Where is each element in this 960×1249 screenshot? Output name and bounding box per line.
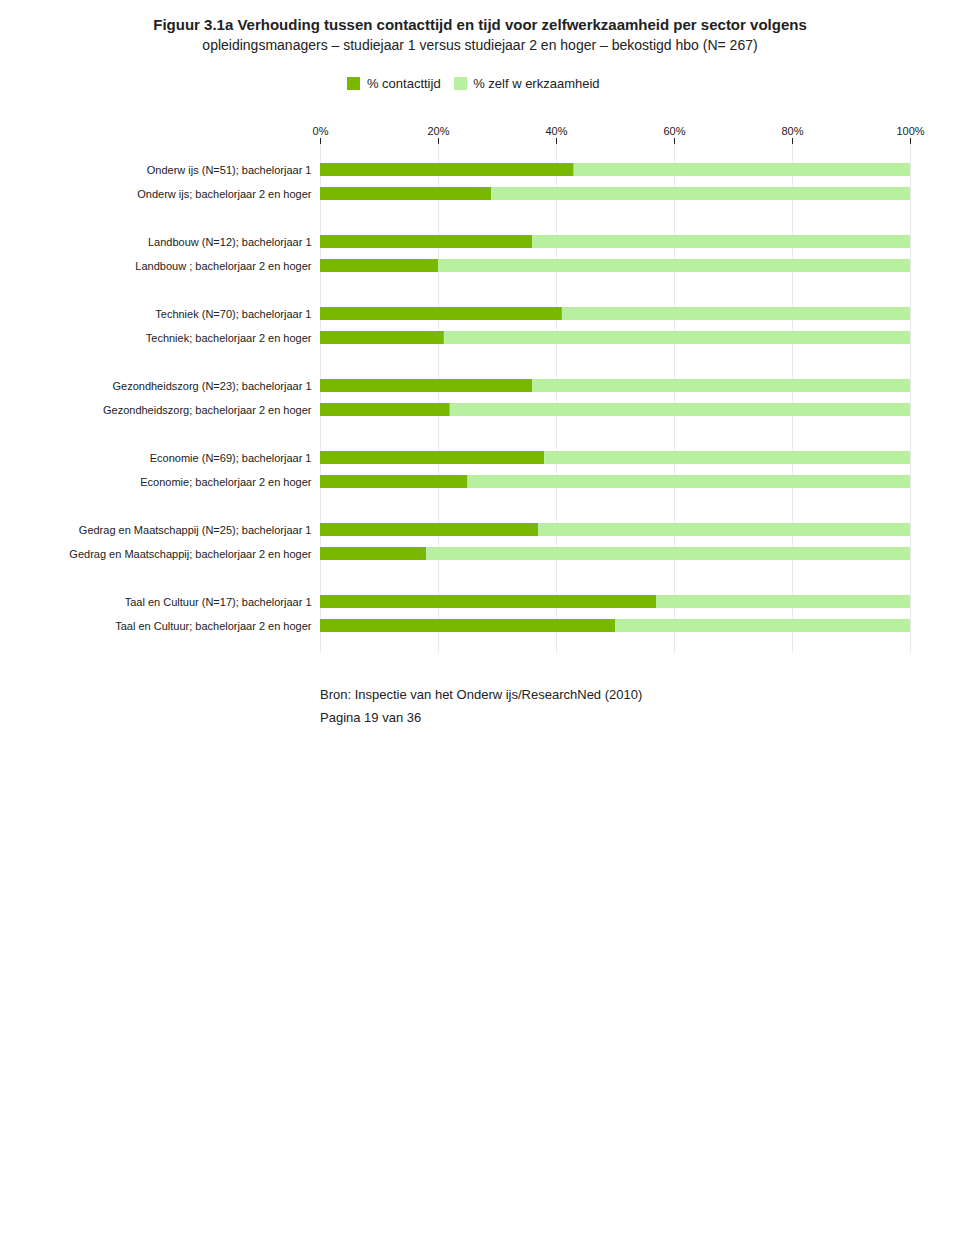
html-text:opleidingsmanagers – studiejaa: opleidingsmanagers – studiejaar 1 versus… (202, 37, 758, 53)
svg-text:Techniek (N=70); bachelorjaar: Techniek (N=70); bachelorjaar 1 (155, 307, 311, 319)
html-text:Figuur 3.1a Verhouding tussen: Figuur 3.1a Verhouding tussen contacttij… (153, 16, 807, 33)
svg-text:Economie (N=69); bachelorjaar: Economie (N=69); bachelorjaar 1 (150, 451, 312, 463)
svg-text:Gedrag en Maatschappij; bachel: Gedrag en Maatschappij; bachelorjaar 2 e… (69, 547, 311, 559)
svg-text:100%: 100% (896, 124, 924, 136)
svg-text:Techniek; bachelorjaar 2 en ho: Techniek; bachelorjaar 2 en hoger (146, 331, 312, 343)
svg-text:Gezondheidszorg (N=23); bachel: Gezondheidszorg (N=23); bachelorjaar 1 (112, 379, 311, 391)
svg-text:20%: 20% (427, 124, 449, 136)
svg-text:Landbouw ; bachelorjaar 2 en h: Landbouw ; bachelorjaar 2 en hoger (135, 259, 311, 271)
svg-text:80%: 80% (781, 124, 803, 136)
svg-text:Taal en Cultuur; bachelorjaar: Taal en Cultuur; bachelorjaar 2 en hoger (115, 619, 312, 631)
svg-text:0%: 0% (313, 124, 329, 136)
svg-text:Economie; bachelorjaar 2 en ho: Economie; bachelorjaar 2 en hoger (140, 475, 312, 487)
html-text:Pagina 19 van 36: Pagina 19 van 36 (320, 709, 422, 725)
html-text:% zelf w erkzaamheid: % zelf w erkzaamheid (473, 76, 600, 91)
svg-text:60%: 60% (663, 124, 685, 136)
svg-text:Gedrag en Maatschappij (N=25);: Gedrag en Maatschappij (N=25); bachelorj… (79, 523, 312, 535)
html-text:Bron: Inspectie van het Onderw: Bron: Inspectie van het Onderw ijs/Resea… (320, 686, 643, 702)
svg-text:Onderw ijs (N=51); bachelorjaa: Onderw ijs (N=51); bachelorjaar 1 (147, 163, 312, 175)
svg-text:Landbouw (N=12); bachelorjaar: Landbouw (N=12); bachelorjaar 1 (148, 235, 312, 247)
svg-text:Gezondheidszorg; bachelorjaar: Gezondheidszorg; bachelorjaar 2 en hoger (103, 403, 312, 415)
svg-text:Onderw ijs; bachelorjaar 2 en: Onderw ijs; bachelorjaar 2 en hoger (137, 187, 312, 199)
svg-text:40%: 40% (545, 124, 567, 136)
html-text:% contacttijd: % contacttijd (366, 76, 441, 91)
svg-text:Taal en Cultuur (N=17); bachel: Taal en Cultuur (N=17); bachelorjaar 1 (125, 595, 312, 607)
